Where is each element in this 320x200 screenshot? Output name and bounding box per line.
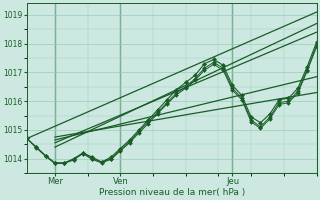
X-axis label: Pression niveau de la mer( hPa ): Pression niveau de la mer( hPa ) [99,188,245,197]
